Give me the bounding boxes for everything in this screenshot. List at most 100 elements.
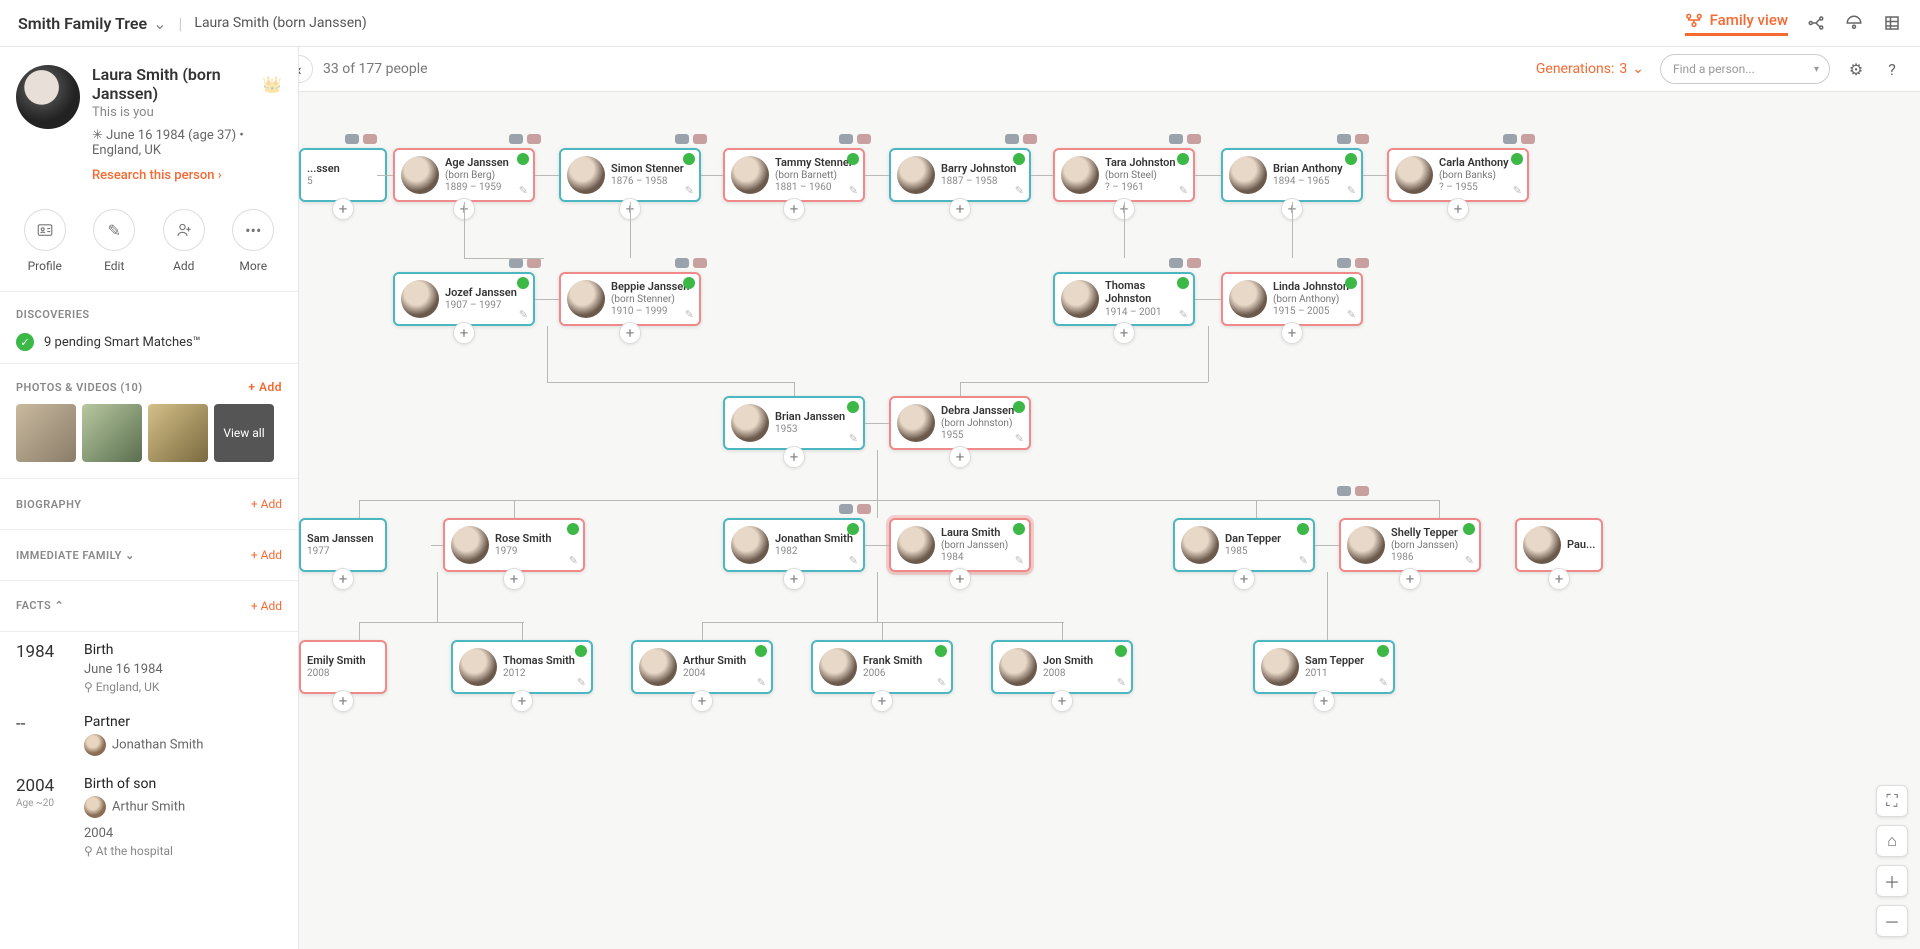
smart-match-icon[interactable] — [1511, 153, 1523, 165]
smart-match-icon[interactable] — [847, 401, 859, 413]
edit-card-icon[interactable]: ✎ — [757, 676, 766, 689]
edit-button[interactable]: ✎Edit — [93, 209, 135, 273]
add-relative-button[interactable]: + — [1281, 322, 1303, 344]
person-card[interactable]: Arthur Smith2004✎ — [631, 640, 773, 694]
edit-card-icon[interactable]: ✎ — [1117, 676, 1126, 689]
add-relative-button[interactable]: + — [1051, 690, 1073, 712]
person-card[interactable]: Shelly Tepper(born Janssen)1986✎ — [1339, 518, 1481, 572]
smart-match-icon[interactable] — [1013, 523, 1025, 535]
zoom-out-button[interactable]: － — [1876, 905, 1908, 937]
person-card[interactable]: Barry Johnston1887 – 1958✎ — [889, 148, 1031, 202]
add-relative-button[interactable]: + — [691, 690, 713, 712]
person-card[interactable]: Age Janssen(born Berg)1889 – 1959✎ — [393, 148, 535, 202]
add-relative-button[interactable]: + — [453, 322, 475, 344]
add-relative-button[interactable]: + — [871, 690, 893, 712]
pedigree-view-icon[interactable] — [1844, 13, 1864, 33]
smart-match-icon[interactable] — [1013, 401, 1025, 413]
edit-card-icon[interactable]: ✎ — [1299, 554, 1308, 567]
add-relative-button[interactable]: + — [783, 568, 805, 590]
edit-card-icon[interactable]: ✎ — [1015, 432, 1024, 445]
smart-match-icon[interactable] — [1177, 277, 1189, 289]
add-fact-link[interactable]: + Add — [251, 599, 282, 613]
smart-match-icon[interactable] — [1345, 153, 1357, 165]
person-card[interactable]: Frank Smith2006✎ — [811, 640, 953, 694]
person-card[interactable]: Thomas Smith2012✎ — [451, 640, 593, 694]
add-relative-button[interactable]: + — [949, 446, 971, 468]
add-relative-button[interactable]: + — [949, 198, 971, 220]
zoom-in-button[interactable]: ＋ — [1876, 865, 1908, 897]
edit-card-icon[interactable]: ✎ — [1179, 184, 1188, 197]
add-relative-button[interactable]: + — [783, 198, 805, 220]
add-relative-button[interactable]: + — [1548, 568, 1570, 590]
add-relative-button[interactable]: + — [503, 568, 525, 590]
edit-card-icon[interactable]: ✎ — [849, 554, 858, 567]
edit-card-icon[interactable]: ✎ — [937, 676, 946, 689]
edit-card-icon[interactable]: ✎ — [1015, 184, 1024, 197]
add-relative-button[interactable]: + — [1233, 568, 1255, 590]
person-card[interactable]: ...ssen5 — [299, 148, 387, 202]
edit-card-icon[interactable]: ✎ — [569, 554, 578, 567]
add-relative-button[interactable]: + — [619, 322, 641, 344]
profile-avatar[interactable] — [16, 65, 80, 129]
smart-match-icon[interactable] — [517, 153, 529, 165]
immediate-family-section[interactable]: IMMEDIATE FAMILY ⌄ + Add — [0, 530, 298, 581]
smart-match-icon[interactable] — [575, 645, 587, 657]
edit-card-icon[interactable]: ✎ — [685, 308, 694, 321]
smart-match-icon[interactable] — [683, 153, 695, 165]
settings-icon[interactable]: ⚙ — [1846, 59, 1866, 79]
edit-card-icon[interactable]: ✎ — [519, 184, 528, 197]
add-relative-button[interactable]: + — [332, 690, 354, 712]
smart-match-icon[interactable] — [517, 277, 529, 289]
edit-card-icon[interactable]: ✎ — [1379, 676, 1388, 689]
person-card[interactable]: Dan Tepper1985✎ — [1173, 518, 1315, 572]
add-family-link[interactable]: + Add — [251, 548, 282, 562]
person-card[interactable]: Linda Johnston(born Anthony)1915 – 2005✎ — [1221, 272, 1363, 326]
smart-match-icon[interactable] — [1345, 277, 1357, 289]
add-relative-button[interactable]: + — [1113, 322, 1135, 344]
fullscreen-button[interactable]: ⛶ — [1876, 785, 1908, 817]
facts-header[interactable]: FACTS ⌃ + Add — [0, 581, 298, 632]
add-relative-button[interactable]: + — [1399, 568, 1421, 590]
fact-birth-of-son[interactable]: 2004Age ~20 Birth of son Arthur Smith 20… — [0, 766, 298, 868]
person-card[interactable]: Carla Anthony(born Banks)? – 1955✎ — [1387, 148, 1529, 202]
smart-match-icon[interactable] — [1377, 645, 1389, 657]
add-biography-link[interactable]: + Add — [251, 497, 282, 511]
person-card[interactable]: Simon Stenner1876 – 1958✎ — [559, 148, 701, 202]
tree-title[interactable]: Smith Family Tree — [18, 14, 147, 33]
family-view-tab[interactable]: Family view — [1685, 11, 1788, 36]
person-card[interactable]: Brian Anthony1894 – 1965✎ — [1221, 148, 1363, 202]
person-card[interactable]: Brian Janssen1953✎ — [723, 396, 865, 450]
smart-match-icon[interactable] — [847, 153, 859, 165]
edit-card-icon[interactable]: ✎ — [849, 432, 858, 445]
fact-birth[interactable]: 1984 Birth June 16 1984 ⚲ England, UK — [0, 632, 298, 704]
biography-section[interactable]: BIOGRAPHY + Add — [0, 479, 298, 530]
edit-card-icon[interactable]: ✎ — [1015, 554, 1024, 567]
add-relative-button[interactable]: + — [1447, 198, 1469, 220]
smart-match-icon[interactable] — [1297, 523, 1309, 535]
smart-match-icon[interactable] — [935, 645, 947, 657]
pending-smart-matches[interactable]: ✓ 9 pending Smart Matches™ — [0, 321, 298, 364]
add-relative-button[interactable]: + — [1313, 690, 1335, 712]
person-card[interactable]: Debra Janssen(born Johnston)1955✎ — [889, 396, 1031, 450]
edit-card-icon[interactable]: ✎ — [1347, 184, 1356, 197]
edit-card-icon[interactable]: ✎ — [519, 308, 528, 321]
chevron-down-icon[interactable]: ⌄ — [153, 14, 166, 33]
person-card[interactable]: Jon Smith2008✎ — [991, 640, 1133, 694]
research-person-link[interactable]: Research this person › — [92, 168, 222, 183]
smart-match-icon[interactable] — [755, 645, 767, 657]
edit-card-icon[interactable]: ✎ — [685, 184, 694, 197]
person-card[interactable]: Sam Janssen1977 — [299, 518, 387, 572]
add-relative-button[interactable]: + — [332, 198, 354, 220]
profile-button[interactable]: Profile — [24, 209, 66, 273]
person-card[interactable]: Tara Johnston(born Steel)? – 1961✎ — [1053, 148, 1195, 202]
add-relative-button[interactable]: + — [783, 446, 805, 468]
add-relative-button[interactable]: + — [332, 568, 354, 590]
smart-match-icon[interactable] — [1463, 523, 1475, 535]
person-card[interactable]: Emily Smith2008 — [299, 640, 387, 694]
edit-card-icon[interactable]: ✎ — [1513, 184, 1522, 197]
edit-card-icon[interactable]: ✎ — [1347, 308, 1356, 321]
edit-card-icon[interactable]: ✎ — [577, 676, 586, 689]
photo-thumb[interactable] — [148, 404, 208, 462]
person-card[interactable]: Pau... — [1515, 518, 1603, 572]
add-relative-button[interactable]: + — [949, 568, 971, 590]
